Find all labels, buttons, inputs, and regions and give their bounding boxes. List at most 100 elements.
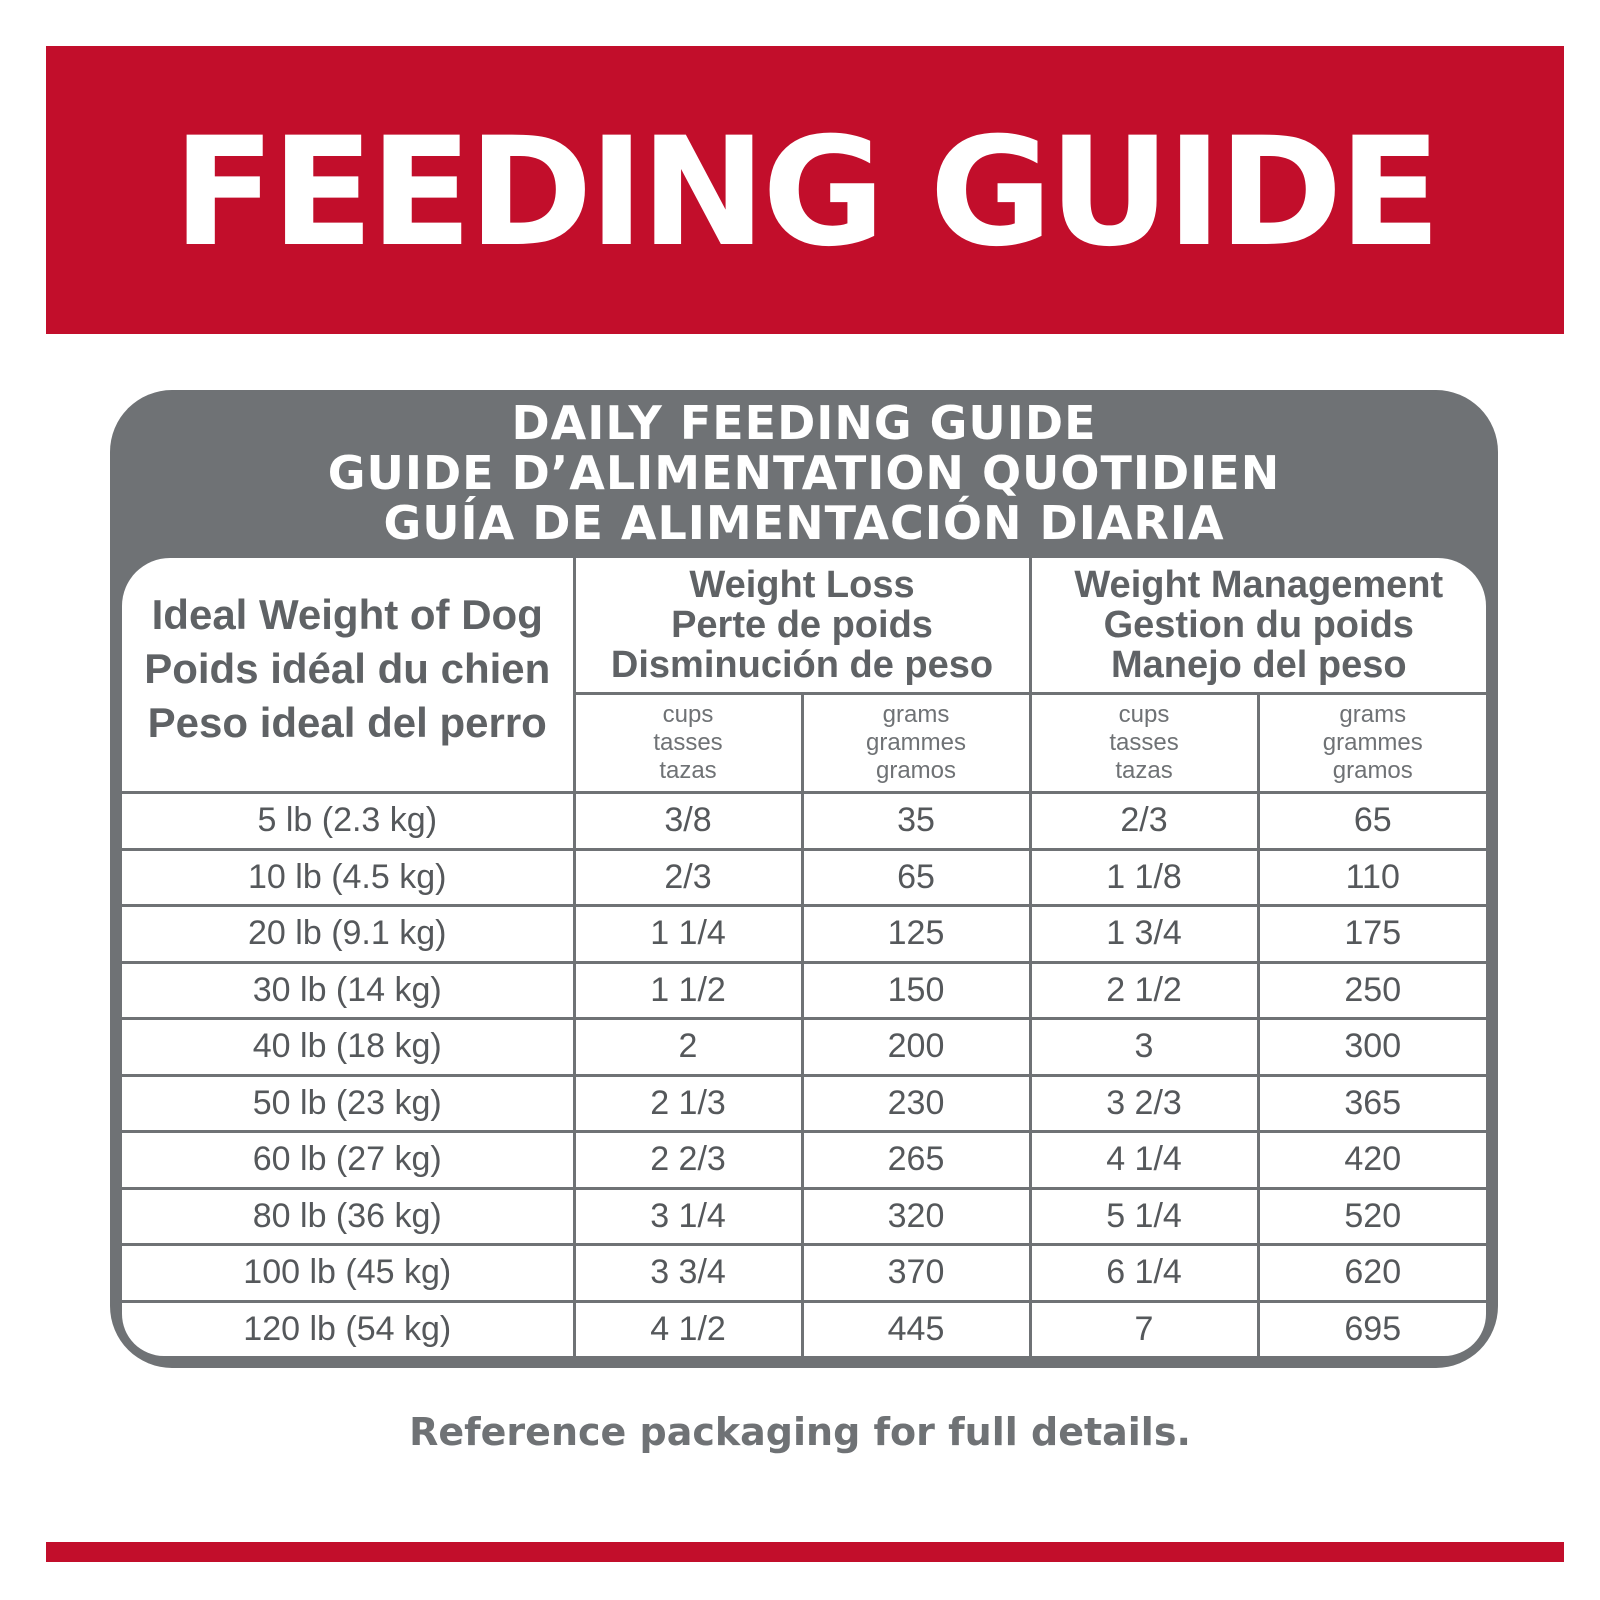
weight-loss-header: Weight Loss Perte de poids Disminución d… <box>572 558 1032 695</box>
management-cups-cell: 3 2/3 <box>1028 1073 1260 1133</box>
loss-cups-cell: 2 <box>572 1017 804 1077</box>
loss-grams-cell: 150 <box>800 960 1032 1020</box>
unit-label: tasses <box>1109 729 1179 756</box>
ideal-weight-header-en: Ideal Weight of Dog <box>151 591 543 638</box>
loss-cups-cell: 3/8 <box>572 791 804 851</box>
loss-cups-cell: 4 1/2 <box>572 1299 804 1356</box>
management-grams-cell: 65 <box>1256 791 1486 851</box>
management-grams-cell: 110 <box>1256 847 1486 907</box>
ideal-weight-header-es: Peso ideal del perro <box>147 699 547 746</box>
table-row: 100 lb (45 kg) 3 3/4 370 6 1/4 620 <box>122 1243 1486 1303</box>
management-grams-cell: 175 <box>1256 904 1486 964</box>
feeding-table: Ideal Weight of Dog Poids idéal du chien… <box>122 558 1486 1356</box>
unit-label: grammes <box>1322 729 1423 756</box>
table-row: 120 lb (54 kg) 4 1/2 445 7 695 <box>122 1299 1486 1356</box>
loss-grams-cell: 445 <box>800 1299 1032 1356</box>
weight-loss-header-en: Weight Loss <box>689 564 915 606</box>
management-cups-cell: 2/3 <box>1028 791 1260 851</box>
weight-cell: 80 lb (36 kg) <box>122 1186 576 1246</box>
table-row: 80 lb (36 kg) 3 1/4 320 5 1/4 520 <box>122 1186 1486 1246</box>
weight-cell: 20 lb (9.1 kg) <box>122 904 576 964</box>
unit-label: tazas <box>659 757 717 784</box>
card-titles: DAILY FEEDING GUIDE GUIDE D’ALIMENTATION… <box>110 398 1498 548</box>
table-row: 60 lb (27 kg) 2 2/3 265 4 1/4 420 <box>122 1130 1486 1190</box>
unit-label: tasses <box>653 729 723 756</box>
daily-feeding-guide-card: DAILY FEEDING GUIDE GUIDE D’ALIMENTATION… <box>110 390 1498 1368</box>
feeding-guide-banner: FEEDING GUIDE <box>46 46 1564 334</box>
management-cups-cell: 7 <box>1028 1299 1260 1356</box>
unit-label: grams <box>882 701 950 728</box>
loss-grams-cell: 265 <box>800 1130 1032 1190</box>
table-row: 20 lb (9.1 kg) 1 1/4 125 1 3/4 175 <box>122 904 1486 964</box>
loss-grams-cell: 230 <box>800 1073 1032 1133</box>
unit-label: grammes <box>865 729 967 756</box>
weight-cell: 40 lb (18 kg) <box>122 1017 576 1077</box>
management-cups-cell: 4 1/4 <box>1028 1130 1260 1190</box>
weight-cell: 100 lb (45 kg) <box>122 1243 576 1303</box>
unit-header-cups-management: cups tasses tazas <box>1028 692 1260 794</box>
management-cups-cell: 3 <box>1028 1017 1260 1077</box>
unit-label: gramos <box>875 757 957 784</box>
weight-management-header-es: Manejo del peso <box>1110 644 1407 686</box>
management-cups-cell: 5 1/4 <box>1028 1186 1260 1246</box>
card-title-en: DAILY FEEDING GUIDE <box>511 396 1097 450</box>
bottom-divider-bar <box>46 1542 1564 1562</box>
weight-cell: 10 lb (4.5 kg) <box>122 847 576 907</box>
ideal-weight-header: Ideal Weight of Dog Poids idéal du chien… <box>122 558 576 794</box>
unit-header-grams-loss: grams grammes gramos <box>800 692 1032 794</box>
loss-grams-cell: 35 <box>800 791 1032 851</box>
table-row: 5 lb (2.3 kg) 3/8 35 2/3 65 <box>122 791 1486 851</box>
weight-cell: 50 lb (23 kg) <box>122 1073 576 1133</box>
unit-label: tazas <box>1115 757 1173 784</box>
management-cups-cell: 2 1/2 <box>1028 960 1260 1020</box>
unit-header-grams-management: grams grammes gramos <box>1256 692 1486 794</box>
loss-cups-cell: 1 1/2 <box>572 960 804 1020</box>
loss-cups-cell: 3 1/4 <box>572 1186 804 1246</box>
unit-label: grams <box>1339 701 1407 728</box>
management-grams-cell: 695 <box>1256 1299 1486 1356</box>
weight-loss-header-es: Disminución de peso <box>610 644 994 686</box>
management-grams-cell: 250 <box>1256 960 1486 1020</box>
management-grams-cell: 520 <box>1256 1186 1486 1246</box>
weight-cell: 120 lb (54 kg) <box>122 1299 576 1356</box>
loss-grams-cell: 125 <box>800 904 1032 964</box>
unit-label: gramos <box>1332 757 1413 784</box>
unit-header-cups-loss: cups tasses tazas <box>574 692 804 794</box>
table-row: 40 lb (18 kg) 2 200 3 300 <box>122 1017 1486 1077</box>
loss-cups-cell: 1 1/4 <box>572 904 804 964</box>
unit-label: cups <box>1118 701 1170 728</box>
table-row: 30 lb (14 kg) 1 1/2 150 2 1/2 250 <box>122 960 1486 1020</box>
weight-cell: 30 lb (14 kg) <box>122 960 576 1020</box>
management-cups-cell: 1 1/8 <box>1028 847 1260 907</box>
banner-title: FEEDING GUIDE <box>172 106 1441 280</box>
management-grams-cell: 365 <box>1256 1073 1486 1133</box>
unit-header-row: cups tasses tazas grams grammes gramos c… <box>122 692 1486 794</box>
feeding-table-container: Ideal Weight of Dog Poids idéal du chien… <box>122 558 1486 1356</box>
loss-cups-cell: 3 3/4 <box>572 1243 804 1303</box>
loss-grams-cell: 200 <box>800 1017 1032 1077</box>
loss-cups-cell: 2 1/3 <box>572 1073 804 1133</box>
unit-label: cups <box>662 701 714 728</box>
table-row: 10 lb (4.5 kg) 2/3 65 1 1/8 110 <box>122 847 1486 907</box>
loss-grams-cell: 370 <box>800 1243 1032 1303</box>
weight-management-header: Weight Management Gestion du poids Manej… <box>1028 558 1486 695</box>
footnote: Reference packaging for full details. <box>409 1410 1191 1454</box>
loss-cups-cell: 2/3 <box>572 847 804 907</box>
card-title-es: GUÍA DE ALIMENTACIÓN DIARIA <box>383 496 1225 550</box>
management-grams-cell: 420 <box>1256 1130 1486 1190</box>
weight-management-header-en: Weight Management <box>1074 564 1444 606</box>
loss-cups-cell: 2 2/3 <box>572 1130 804 1190</box>
ideal-weight-header-fr: Poids idéal du chien <box>144 645 551 692</box>
card-title-fr: GUIDE D’ALIMENTATION QUOTIDIEN <box>327 446 1281 500</box>
loss-grams-cell: 320 <box>800 1186 1032 1246</box>
loss-grams-cell: 65 <box>800 847 1032 907</box>
weight-management-header-fr: Gestion du poids <box>1103 604 1414 646</box>
weight-cell: 60 lb (27 kg) <box>122 1130 576 1190</box>
management-grams-cell: 620 <box>1256 1243 1486 1303</box>
table-row: 50 lb (23 kg) 2 1/3 230 3 2/3 365 <box>122 1073 1486 1133</box>
weight-loss-header-fr: Perte de poids <box>671 604 933 646</box>
management-cups-cell: 1 3/4 <box>1028 904 1260 964</box>
management-cups-cell: 6 1/4 <box>1028 1243 1260 1303</box>
weight-cell: 5 lb (2.3 kg) <box>122 791 576 851</box>
management-grams-cell: 300 <box>1256 1017 1486 1077</box>
